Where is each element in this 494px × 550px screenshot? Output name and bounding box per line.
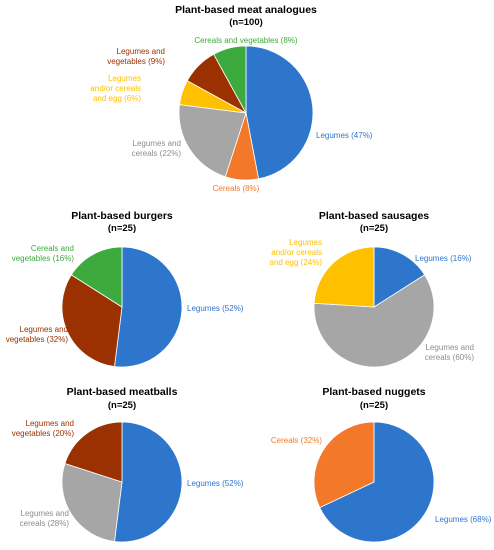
slice-label-cereals-and-vegetables: Cereals and vegetables (8%) (194, 36, 298, 45)
pie-slice-legumes (114, 246, 183, 368)
chart-title: Plant-based burgers (71, 210, 173, 222)
slice-label-line: cereals (60%) (425, 353, 475, 362)
pie-slice-legumes-and-vegetables (64, 421, 123, 483)
chart-title: Plant-based meat analogues (175, 4, 317, 16)
chart-title: Plant-based meatballs (67, 386, 178, 398)
slice-label-line: cereals (28%) (20, 519, 70, 528)
pie-slice-legumes (373, 246, 426, 308)
slice-label-legumes-and-cereals: Legumes and cereals (60%) (425, 343, 475, 362)
slice-label-legumes: Legumes (52%) (187, 304, 244, 313)
chart-subtitle: (n=25) (360, 400, 388, 411)
pie-slice-cereals-and-vegetables (70, 246, 123, 308)
chart-subtitle: (n=25) (108, 223, 136, 234)
slice-label-line: Legumes (108, 74, 141, 83)
pie-slice-legumes-and-cereals (61, 462, 123, 542)
slice-label-legumes-and-vegetables: Legumes and vegetables (32%) (6, 325, 69, 344)
slice-label-line: and/or cereals (271, 248, 322, 257)
slice-label-legumes: Legumes (47%) (316, 131, 373, 140)
slice-label-line: Cereals and vegetables (8%) (194, 36, 298, 45)
chart-title: Plant-based sausages (319, 210, 429, 222)
pie-slice-legumes-and-or-cereals-and-egg (313, 246, 375, 308)
chart-subtitle: (n=25) (360, 223, 388, 234)
slice-label-legumes-and-cereals: Legumes and cereals (28%) (20, 509, 70, 528)
slice-label-line: Legumes (47%) (316, 131, 373, 140)
slice-label-line: vegetables (20%) (12, 429, 75, 438)
slice-label-legumes-and-or-cereals-and-egg: Legumes and/or cereals and egg (6%) (90, 74, 141, 103)
pie-slice-legumes (319, 421, 435, 543)
pie-slice-legumes-and-cereals (178, 104, 247, 178)
slice-label-cereals-and-vegetables: Cereals and vegetables (16%) (12, 244, 75, 263)
pie-slice-legumes-and-cereals (313, 274, 435, 368)
chart-title: Plant-based nuggets (322, 386, 425, 398)
slice-label-legumes-and-or-cereals-and-egg: Legumes and/or cereals and egg (24%) (270, 238, 323, 267)
slice-label-legumes-and-vegetables: Legumes and vegetables (9%) (107, 47, 165, 66)
slice-label-line: and egg (24%) (270, 258, 323, 267)
slice-label-line: Legumes (68%) (435, 515, 492, 524)
slice-label-line: Legumes and (426, 343, 474, 352)
slice-label-line: Legumes (52%) (187, 479, 244, 488)
pie-chart-plant-based-meatballs: Plant-based meatballs (n=25) Legumes (52%)… (12, 386, 244, 543)
slice-label-line: vegetables (32%) (6, 335, 69, 344)
pie-chart-plant-based-meat-analogues: Plant-based meat analogues(n=100) Legumes… (90, 4, 373, 193)
slice-label-legumes: Legumes (16%) (415, 254, 472, 263)
pie-slice-legumes (114, 421, 183, 543)
slice-label-line: Legumes (16%) (415, 254, 472, 263)
slice-label-line: Cereals (32%) (271, 436, 322, 445)
chart-subtitle: (n=25) (108, 400, 136, 411)
slice-label-line: Cereals (8%) (213, 184, 260, 193)
slice-label-line: Legumes and (26, 419, 74, 428)
slice-label-legumes: Legumes (68%) (435, 515, 492, 524)
slice-label-line: vegetables (9%) (107, 57, 165, 66)
slice-label-line: Cereals and (31, 244, 74, 253)
pie-chart-plant-based-nuggets: Plant-based nuggets (n=25) Legumes (68%) Ce… (271, 386, 492, 543)
slice-label-line: Legumes and (20, 325, 68, 334)
pie-slice-legumes (245, 45, 314, 180)
slice-label-line: and/or cereals (90, 84, 141, 93)
slice-label-line: Legumes and (117, 47, 165, 56)
pie-slice-cereals-and-vegetables (213, 45, 247, 114)
slice-label-line: cereals (22%) (132, 149, 182, 158)
slice-label-legumes-and-vegetables: Legumes and vegetables (20%) (12, 419, 75, 438)
chart-subtitle: (n=100) (229, 17, 263, 28)
slice-label-legumes: Legumes (52%) (187, 479, 244, 488)
slice-label-cereals: Cereals (32%) (271, 436, 322, 445)
pie-slice-cereals (313, 421, 375, 509)
pie-chart-plant-based-sausages: Plant-based sausages(n=25) Legumes (16%) L… (270, 210, 475, 368)
pie-chart-plant-based-burgers: Plant-based burgers(n=25) Legumes (52%) Le… (6, 210, 244, 368)
slice-label-line: Legumes (289, 238, 322, 247)
slice-label-line: Legumes (52%) (187, 304, 244, 313)
slice-label-line: Legumes and (21, 509, 69, 518)
slice-label-legumes-and-cereals: Legumes and cereals (22%) (132, 139, 182, 158)
slice-label-line: vegetables (16%) (12, 254, 75, 263)
slice-label-cereals: Cereals (8%) (213, 184, 260, 193)
slice-label-line: and egg (6%) (93, 94, 141, 103)
slice-label-line: Legumes and (133, 139, 181, 148)
